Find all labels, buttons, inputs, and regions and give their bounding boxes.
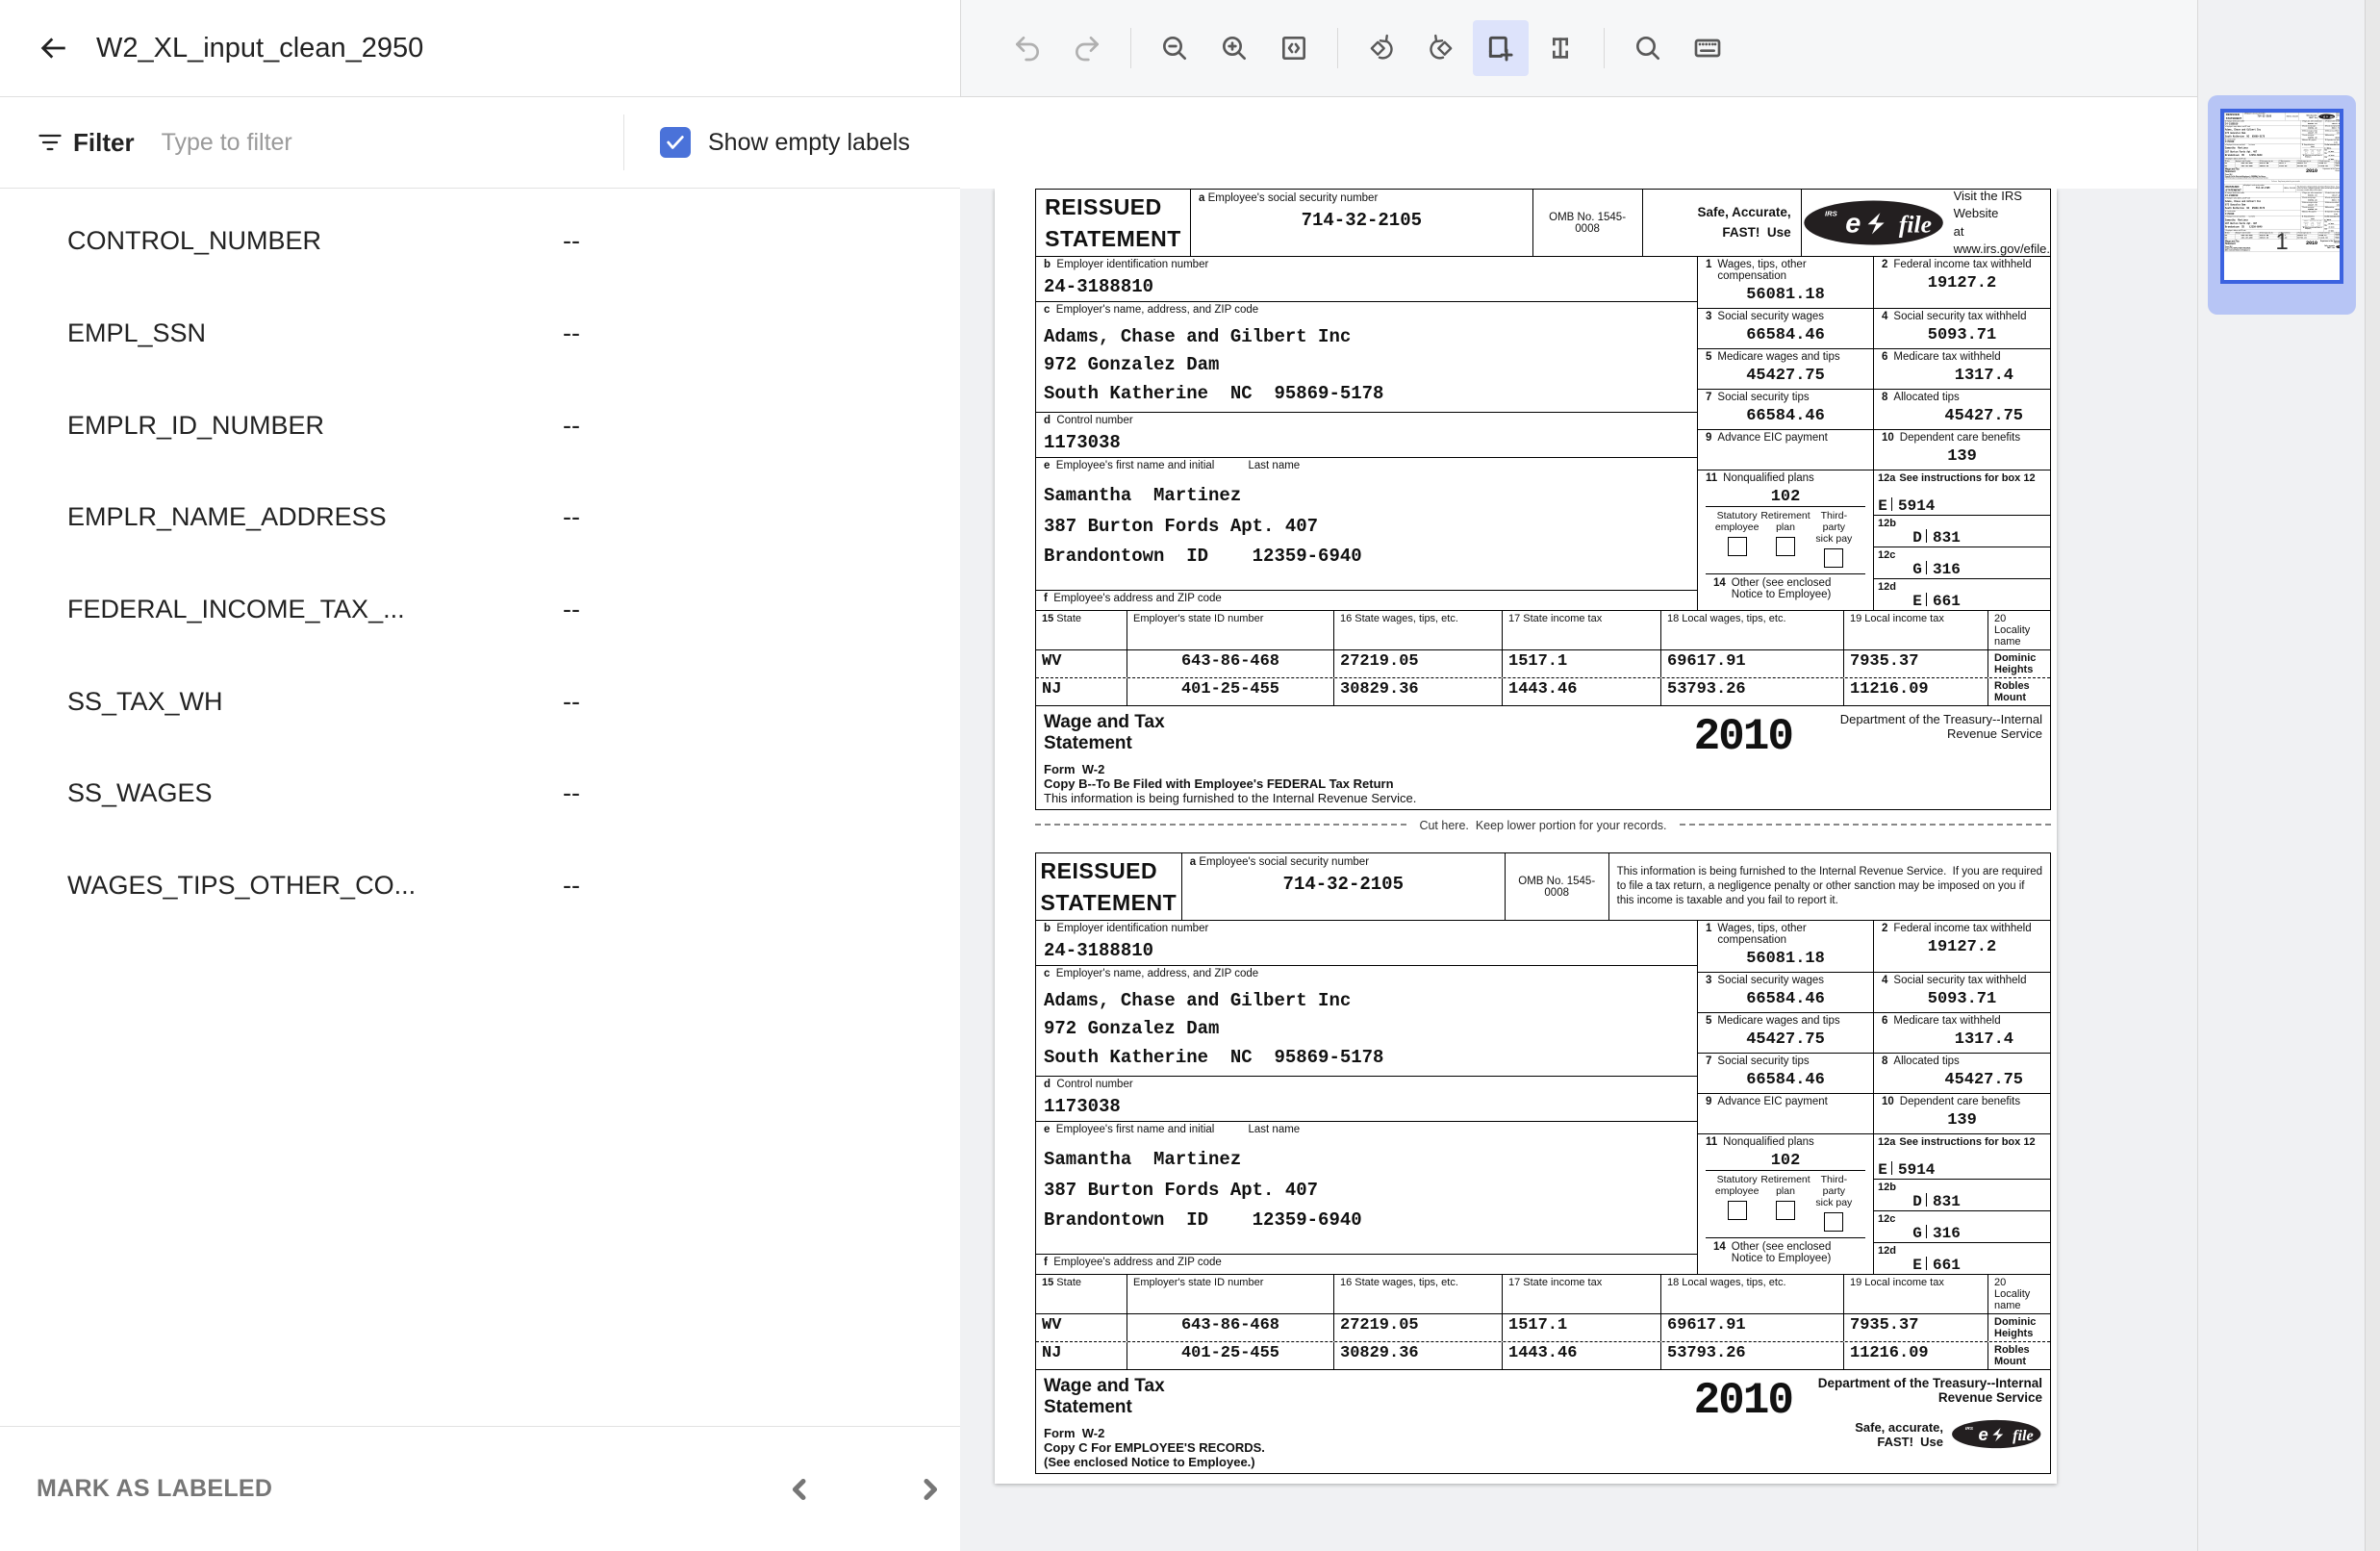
- svg-text:e: e: [1979, 1424, 1988, 1444]
- svg-text:file: file: [2330, 114, 2335, 118]
- svg-text:IRS: IRS: [1965, 1426, 1974, 1432]
- svg-text:e: e: [1845, 209, 1861, 240]
- svg-text:file: file: [1899, 211, 1932, 239]
- svg-text:file: file: [2013, 1426, 2034, 1444]
- svg-text:IRS: IRS: [1825, 210, 1838, 218]
- svg-text:e: e: [2323, 114, 2325, 118]
